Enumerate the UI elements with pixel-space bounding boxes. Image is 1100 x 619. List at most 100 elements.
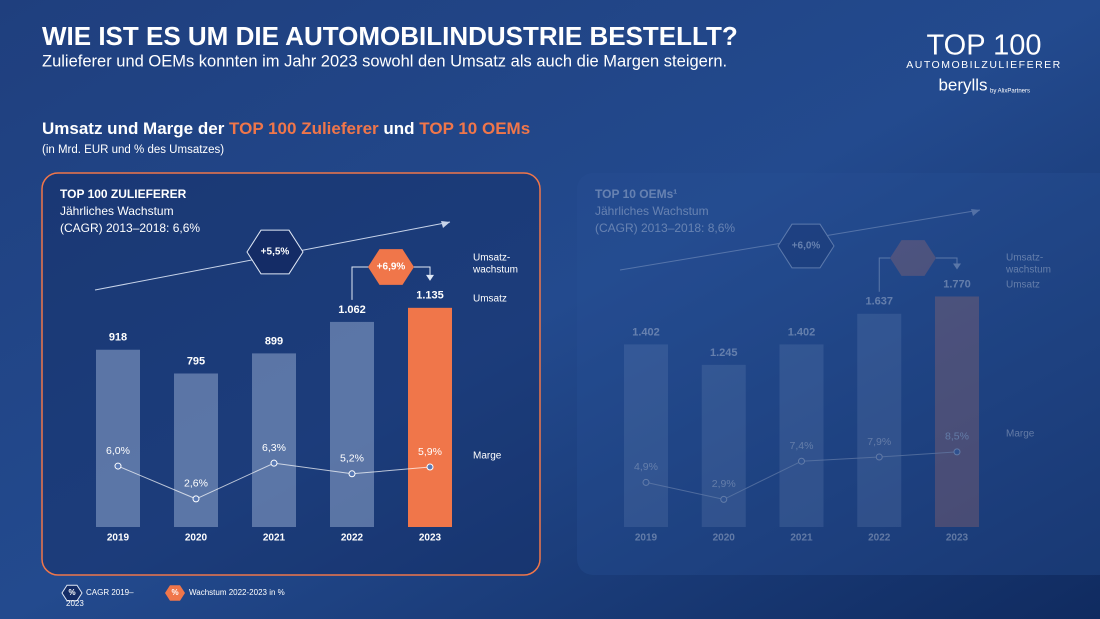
x-tick-label: 2021 bbox=[790, 533, 813, 544]
series-label: Umsatz- bbox=[1006, 253, 1043, 264]
logo-subtitle: AUTOMOBILZULIEFERER bbox=[906, 59, 1062, 71]
margin-value-label: 6,0% bbox=[106, 445, 130, 457]
margin-value-label: 8,5% bbox=[945, 431, 969, 443]
bar bbox=[174, 373, 218, 527]
bar bbox=[330, 321, 374, 527]
chart-title: TOP 10 OEMs¹ bbox=[595, 187, 677, 201]
trend-arrowhead bbox=[971, 209, 980, 216]
margin-point bbox=[270, 459, 278, 467]
margin-point bbox=[953, 448, 961, 456]
cagr-hexagon bbox=[246, 229, 304, 275]
bar bbox=[701, 364, 746, 527]
chart-title: TOP 100 ZULIEFERER bbox=[60, 187, 187, 201]
growth-hexagon bbox=[890, 240, 936, 276]
margin-value-label: 5,2% bbox=[340, 453, 364, 465]
section-note: (in Mrd. EUR und % des Umsatzes) bbox=[42, 144, 224, 156]
growth-hexagon bbox=[368, 249, 414, 285]
chart-subtitle: (CAGR) 2013–2018: 8,6% bbox=[595, 221, 735, 235]
legend-label: 2023 bbox=[66, 599, 84, 608]
bar-value-label: 1.135 bbox=[416, 290, 444, 302]
growth-arrowhead bbox=[953, 263, 961, 270]
legend-label: CAGR 2019– bbox=[86, 588, 134, 597]
cagr-label: +6,0% bbox=[792, 241, 821, 252]
margin-point bbox=[192, 495, 200, 503]
margin-value-label: 4,9% bbox=[634, 461, 658, 473]
legend-symbol bbox=[165, 585, 185, 601]
logo-brand: berylls bbox=[938, 75, 987, 94]
series-label: Umsatz bbox=[473, 294, 507, 305]
section-title-part: und bbox=[379, 119, 420, 138]
x-tick-label: 2019 bbox=[107, 533, 130, 544]
x-tick-label: 2022 bbox=[868, 533, 891, 544]
bar-value-label: 1.402 bbox=[788, 326, 816, 338]
legend-symbol bbox=[61, 584, 83, 602]
series-label: Umsatz- bbox=[473, 253, 510, 264]
subtitle: Zulieferer und OEMs konnten im Jahr 2023… bbox=[42, 52, 727, 70]
legend-symbol-label: % bbox=[68, 588, 75, 597]
chart-box bbox=[577, 173, 1100, 575]
bar bbox=[96, 349, 140, 527]
cagr-hexagon bbox=[777, 223, 835, 269]
bar-value-label: 899 bbox=[265, 335, 283, 347]
margin-value-label: 7,4% bbox=[790, 440, 814, 452]
series-label: wachstum bbox=[472, 265, 518, 276]
bar bbox=[935, 296, 979, 527]
bar bbox=[252, 353, 296, 527]
x-tick-label: 2022 bbox=[341, 533, 364, 544]
x-tick-label: 2023 bbox=[946, 533, 969, 544]
chart-subtitle: Jährliches Wachstum bbox=[60, 204, 174, 218]
margin-value-label: 6,3% bbox=[262, 442, 286, 454]
section-title-part: TOP 10 OEMs bbox=[419, 119, 530, 138]
trend-arrowhead bbox=[441, 221, 450, 228]
margin-value-label: 5,9% bbox=[418, 446, 442, 458]
legend: % CAGR 2019–2023% Wachstum 2022-2023 in % bbox=[61, 584, 285, 608]
margin-value-label: 2,9% bbox=[712, 478, 736, 490]
logo-title: TOP 100 bbox=[926, 30, 1041, 62]
bar-value-label: 1.637 bbox=[865, 296, 893, 308]
margin-value-label: 2,6% bbox=[184, 478, 208, 490]
bar bbox=[779, 344, 824, 527]
chart: TOP 100 ZULIEFERER Jährliches Wachstum (CA… bbox=[60, 187, 518, 543]
bar-value-label: 795 bbox=[187, 355, 205, 367]
series-label: Umsatz bbox=[1006, 280, 1040, 291]
bar-value-label: 1.770 bbox=[943, 278, 971, 290]
bar bbox=[857, 313, 902, 527]
margin-point bbox=[426, 463, 434, 471]
x-tick-label: 2020 bbox=[185, 533, 208, 544]
section-title: Umsatz und Marge der TOP 100 Zulieferer … bbox=[42, 119, 530, 138]
margin-point bbox=[798, 457, 805, 465]
margin-line bbox=[645, 451, 958, 500]
margin-point bbox=[642, 478, 650, 486]
x-tick-label: 2020 bbox=[713, 533, 736, 544]
cagr-label: +5,5% bbox=[261, 247, 290, 258]
chart: TOP 10 OEMs¹ Jährliches Wachstum (CAGR) 20… bbox=[595, 187, 1051, 543]
x-tick-label: 2021 bbox=[263, 533, 286, 544]
margin-point bbox=[875, 453, 883, 461]
margin-point bbox=[348, 470, 356, 478]
bar-value-label: 1.402 bbox=[632, 326, 660, 338]
bar-value-label: 1.245 bbox=[710, 347, 738, 359]
series-label: Marge bbox=[473, 451, 502, 462]
chart-subtitle: Jährliches Wachstum bbox=[595, 204, 709, 218]
margin-value-label: 7,9% bbox=[867, 436, 891, 448]
bar-value-label: 1.062 bbox=[338, 304, 366, 316]
growth-arrowhead bbox=[426, 274, 434, 281]
trend-arrow bbox=[619, 209, 981, 271]
margin-point bbox=[720, 495, 728, 503]
bar bbox=[624, 344, 668, 527]
section-title-part: TOP 100 Zulieferer bbox=[229, 119, 379, 138]
title: WIE IST ES UM DIE AUTOMOBILINDUSTRIE BES… bbox=[42, 21, 738, 51]
x-tick-label: 2023 bbox=[419, 533, 442, 544]
chart-subtitle: (CAGR) 2013–2018: 6,6% bbox=[60, 221, 200, 235]
legend-label: Wachstum 2022-2023 in % bbox=[189, 588, 285, 597]
bar-value-label: 918 bbox=[109, 332, 127, 344]
bar bbox=[408, 307, 452, 527]
x-tick-label: 2019 bbox=[635, 533, 658, 544]
legend-symbol-label: % bbox=[171, 588, 178, 597]
margin-point bbox=[114, 462, 122, 470]
series-label: wachstum bbox=[1005, 265, 1051, 276]
section-title-part: Umsatz und Marge der bbox=[42, 119, 229, 138]
growth-bracket bbox=[878, 257, 958, 292]
